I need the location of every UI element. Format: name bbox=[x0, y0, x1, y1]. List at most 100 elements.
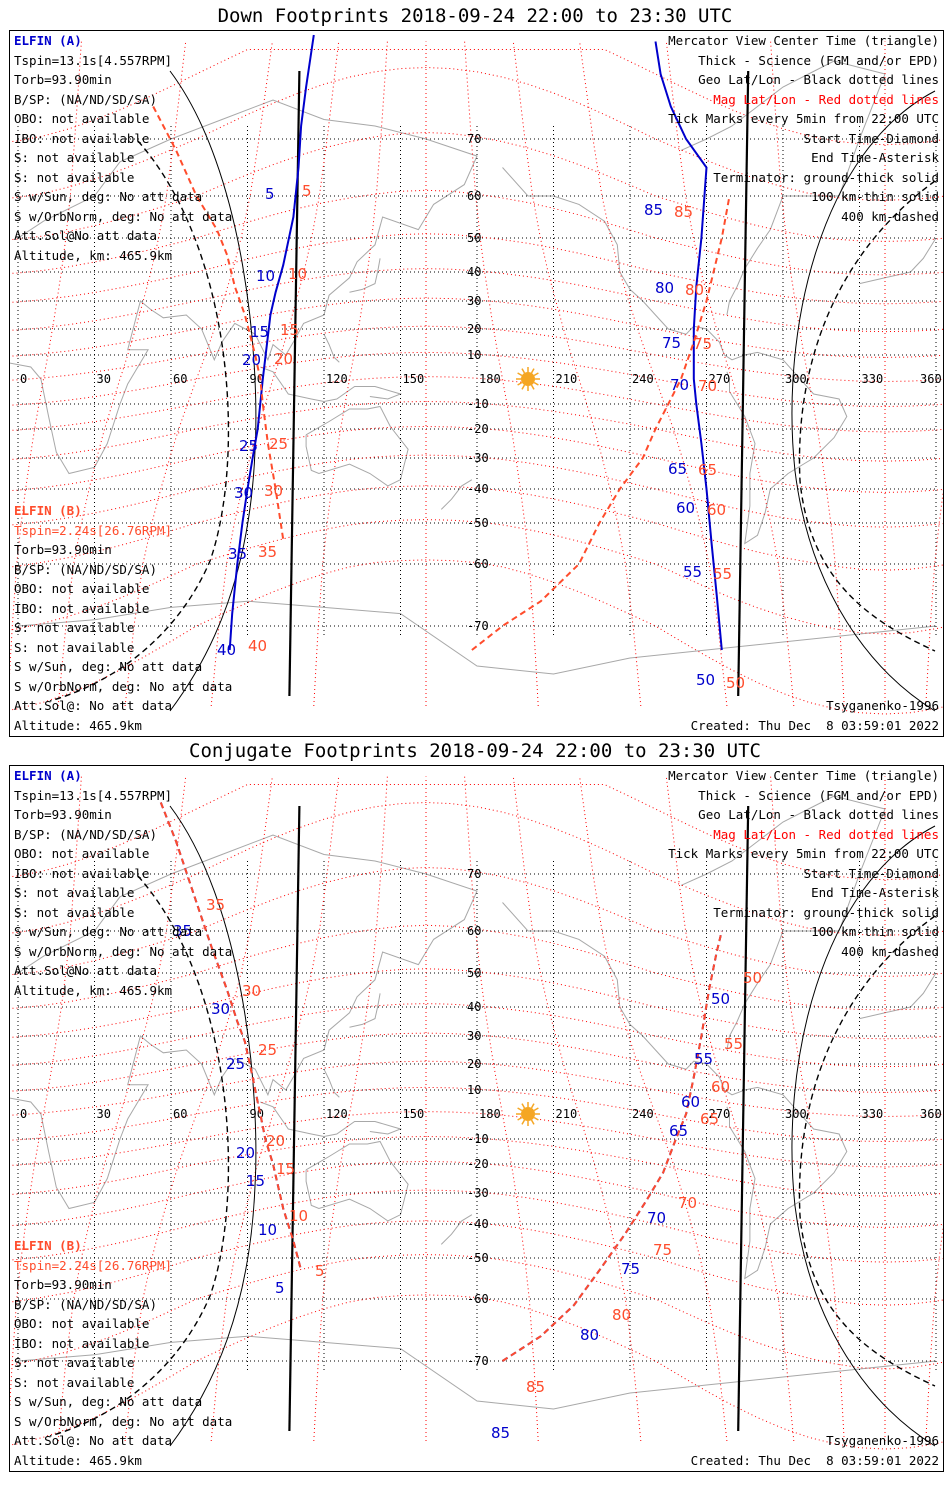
map-canvas: 0 30 60 90 120 150 180 210 240 270 300 330 360706050… bbox=[10, 776, 943, 1450]
elfin-a-info: ELFIN (A) Tspin=13.1s[4.557RPM] Torb=93.90… bbox=[14, 31, 232, 265]
lat-tick-label: 60 bbox=[467, 924, 481, 938]
elfin-a-line: S: not available bbox=[14, 904, 135, 920]
elfin-b-line: S w/Sun, deg: No att data bbox=[14, 659, 203, 674]
tick-label-b: 20 bbox=[274, 350, 293, 368]
lat-tick-label: -50 bbox=[467, 1251, 489, 1265]
tick-label-a: 20 bbox=[242, 351, 261, 369]
tick-label-b: 20 bbox=[266, 1132, 285, 1150]
lat-tick-label: 60 bbox=[467, 189, 481, 203]
legend: Mercator View Center Time (triangle) Thic… bbox=[668, 766, 939, 961]
tick-label-b: 25 bbox=[269, 435, 288, 453]
lon-tick-label: 30 bbox=[97, 1107, 111, 1121]
elfin-b-line: B/SP: (NA/ND/SD/SA) bbox=[14, 561, 157, 577]
elfin-b-line: Att.Sol@: No att data bbox=[14, 698, 173, 713]
elfin-b-line: OBO: not available bbox=[14, 1316, 150, 1331]
elfin-a-line: B/SP: (NA/ND/SD/SA) bbox=[14, 91, 157, 107]
tick-label-b: 50 bbox=[726, 674, 745, 692]
elfin-a-line: IBO: not available bbox=[14, 130, 150, 146]
elfin-a-line: Att.Sol@No att data bbox=[14, 228, 157, 243]
legend-line: Start Time-Diamond bbox=[803, 130, 939, 146]
legend-line: Thick - Science (FGM and/or EPD) bbox=[698, 52, 939, 68]
elfin-b-header: ELFIN (B) bbox=[14, 1238, 82, 1253]
tick-label-a: 10 bbox=[256, 267, 275, 285]
tick-label-b: 80 bbox=[685, 281, 704, 299]
elfin-b-line: S: not available bbox=[14, 1355, 135, 1370]
elfin-b-line: S: not available bbox=[14, 1374, 135, 1390]
track-elfin-a-east bbox=[654, 41, 723, 651]
lon-tick-label: 210 bbox=[556, 1107, 578, 1121]
elfin-b-info: ELFIN (B) Tspin=2.24s[26.76RPM] Torb=93.90… bbox=[14, 501, 232, 735]
tick-label-a: 55 bbox=[683, 563, 702, 581]
elfin-b-line: IBO: not available bbox=[14, 1335, 150, 1351]
elfin-a-line: Tspin=13.1s[4.557RPM] bbox=[14, 52, 173, 68]
lat-tick-label: 40 bbox=[467, 265, 481, 279]
legend-line: 100 km-thin solid bbox=[811, 189, 939, 204]
tick-label-a: 25 bbox=[226, 1055, 245, 1073]
elfin-a-line: S w/Sun, deg: No att data bbox=[14, 924, 203, 939]
elfin-a-line: S w/OrbNorm, deg: No att data bbox=[14, 208, 233, 224]
lat-tick-label: -30 bbox=[467, 1186, 489, 1200]
tick-label-b: 60 bbox=[711, 1078, 730, 1096]
tick-label-b: 70 bbox=[698, 377, 717, 395]
model-name: Tsyganenko-1996 bbox=[826, 698, 939, 713]
elfin-a-line: Att.Sol@No att data bbox=[14, 963, 157, 978]
elfin-a-line: S: not available bbox=[14, 169, 135, 185]
lat-tick-label: -10 bbox=[467, 397, 489, 411]
tick-label-a: 50 bbox=[711, 990, 730, 1008]
elfin-b-line: Tspin=2.24s[26.76RPM] bbox=[14, 1257, 173, 1273]
lat-tick-label: -60 bbox=[467, 1292, 489, 1306]
tick-label-a: 60 bbox=[676, 499, 695, 517]
lon-tick-label: 360 bbox=[920, 1107, 942, 1121]
geo-grid bbox=[17, 126, 937, 636]
conjugate-footprints-map: 0 30 60 90 120 150 180 210 240 270 300 330 360 70 60 50… bbox=[9, 765, 944, 1472]
tick-label-b: 80 bbox=[612, 1306, 631, 1324]
tick-label-b: 30 bbox=[264, 482, 283, 500]
elfin-a-header: ELFIN (A) bbox=[14, 33, 82, 48]
lat-tick-label: -60 bbox=[467, 557, 489, 571]
elfin-a-line: Tspin=13.1s[4.557RPM] bbox=[14, 787, 173, 803]
tick-label-a: 10 bbox=[258, 1221, 277, 1239]
tick-label-a: 25 bbox=[239, 437, 258, 455]
terminator-curves bbox=[49, 805, 936, 1447]
tick-label-b: 85 bbox=[674, 203, 693, 221]
lon-tick-label: 120 bbox=[326, 1107, 348, 1121]
legend-line: Mercator View Center Time (triangle) bbox=[668, 768, 939, 783]
lat-tick-label: 70 bbox=[467, 132, 481, 146]
footprint-tracks bbox=[159, 802, 723, 1362]
tick-label-a: 30 bbox=[211, 1000, 230, 1018]
tick-label-b: 65 bbox=[700, 1110, 719, 1128]
lat-tick-label: -40 bbox=[467, 482, 489, 496]
elfin-b-line: S w/Sun, deg: No att data bbox=[14, 1394, 203, 1409]
legend-line: Tick Marks every 5min from 22:00 UTC bbox=[668, 111, 939, 126]
tick-label-b: 55 bbox=[724, 1035, 743, 1053]
tick-label-b: 35 bbox=[258, 543, 277, 561]
legend-line: Geo Lat/Lon - Black dotted lines bbox=[698, 807, 939, 822]
tick-label-b: 15 bbox=[280, 321, 299, 339]
lon-tick-label: 180 bbox=[479, 372, 501, 386]
tick-label-a: 40 bbox=[217, 641, 236, 659]
tick-label-a: 75 bbox=[621, 1260, 640, 1278]
lon-tick-label: 330 bbox=[862, 1107, 884, 1121]
tick-label-a: 20 bbox=[236, 1144, 255, 1162]
elfin-a-line: S: not available bbox=[14, 885, 135, 900]
tick-label-a: 5 bbox=[275, 1279, 285, 1297]
sun-icon bbox=[516, 367, 540, 391]
lat-tick-label: 50 bbox=[467, 231, 481, 245]
mag-grid bbox=[10, 776, 943, 1450]
tick-label-a: 65 bbox=[668, 460, 687, 478]
lon-tick-label: 240 bbox=[632, 372, 654, 386]
elfin-b-line: Tspin=2.24s[26.76RPM] bbox=[14, 522, 173, 538]
tick-label-a: 35 bbox=[173, 922, 192, 940]
tick-label-a: 75 bbox=[662, 334, 681, 352]
legend-line: 400 km-dashed bbox=[841, 943, 939, 959]
lat-tick-label: 40 bbox=[467, 1000, 481, 1014]
lon-tick-label: 0 bbox=[20, 372, 27, 386]
legend-line: Mag Lat/Lon - Red dotted lines bbox=[713, 826, 939, 842]
elfin-b-info: ELFIN (B) Tspin=2.24s[26.76RPM] Torb=93.90… bbox=[14, 1236, 232, 1470]
elfin-a-line: OBO: not available bbox=[14, 111, 150, 126]
elfin-a-info: ELFIN (A) Tspin=13.1s[4.557RPM] Torb=93.90… bbox=[14, 766, 232, 1000]
elfin-b-line: Altitude: 465.9km bbox=[14, 1452, 142, 1468]
panel2-title: Conjugate Footprints 2018-09-24 22:00 to… bbox=[189, 740, 761, 762]
lat-tick-label: 10 bbox=[467, 1083, 481, 1097]
lon-tick-label: 360 bbox=[920, 372, 942, 386]
